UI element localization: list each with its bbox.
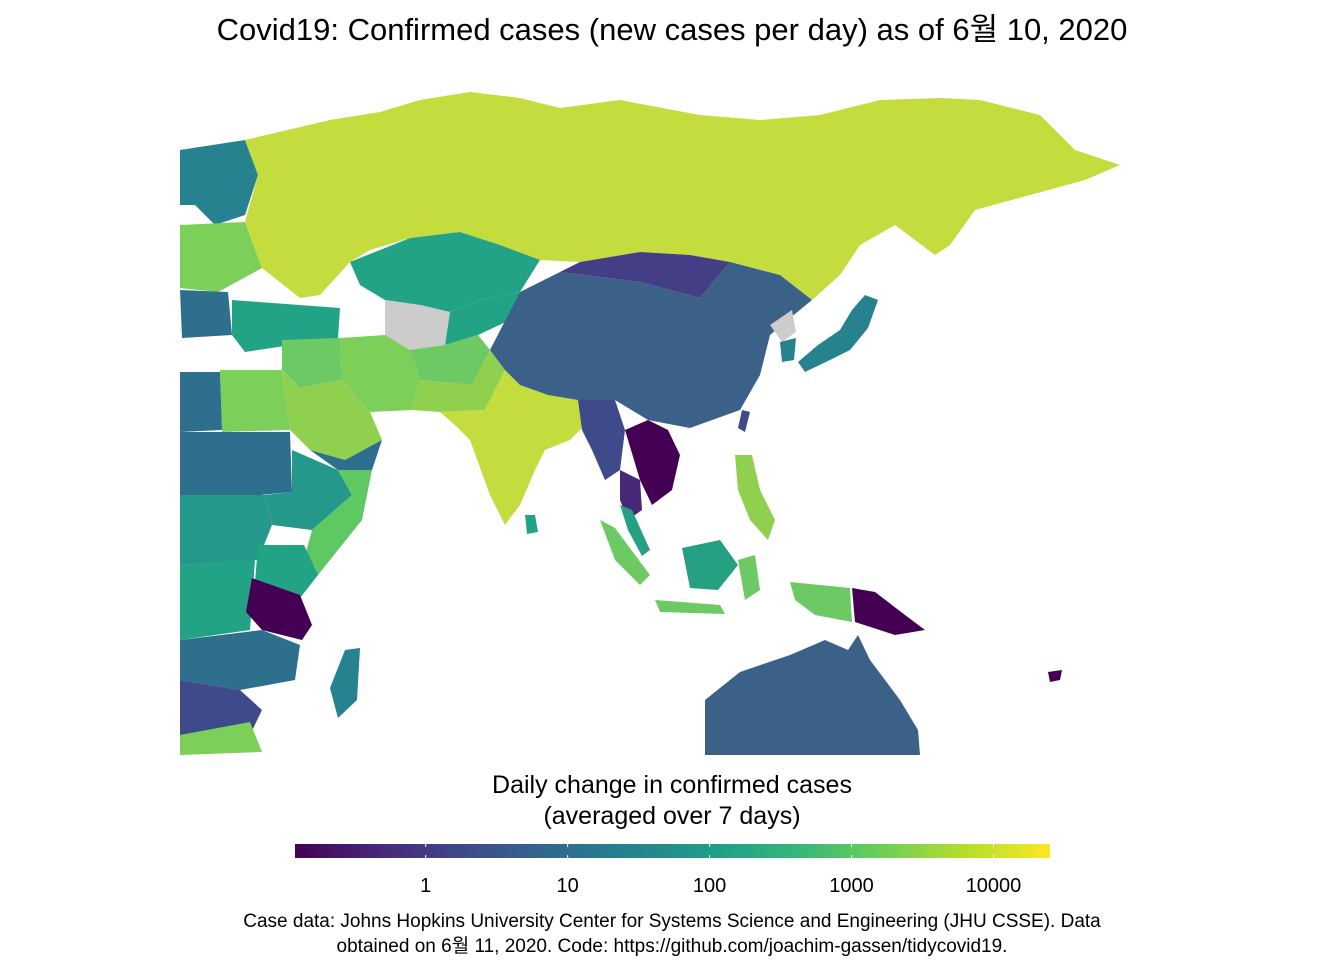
region-somalia bbox=[304, 470, 372, 575]
region-india bbox=[440, 370, 590, 525]
legend-tick-label: 10000 bbox=[965, 875, 1022, 897]
region-taiwan bbox=[738, 410, 750, 432]
region-kazakhstan bbox=[350, 232, 540, 312]
region-north-korea bbox=[770, 310, 796, 342]
region-scandinavia bbox=[180, 140, 258, 225]
region-sri-lanka bbox=[525, 515, 538, 534]
region-fiji bbox=[1048, 670, 1062, 682]
legend-colorbar bbox=[295, 844, 1050, 858]
legend-gradient-rect bbox=[295, 844, 1050, 858]
region-pakistan bbox=[412, 350, 505, 412]
region-madagascar bbox=[330, 648, 360, 718]
region-ethiopia bbox=[265, 450, 352, 530]
region-baltic bbox=[180, 222, 262, 292]
legend-tick-label: 1 bbox=[420, 875, 432, 897]
region-sudan bbox=[180, 432, 292, 500]
region-iran bbox=[340, 335, 420, 412]
region-eastern-indonesia bbox=[790, 582, 852, 622]
legend-title-line1: Daily change in confirmed cases bbox=[492, 771, 852, 799]
region-balkans bbox=[180, 290, 232, 338]
region-papua-new-guinea bbox=[852, 588, 925, 635]
region-malay-peninsula bbox=[620, 505, 650, 556]
region-china bbox=[490, 262, 812, 428]
region-turkmenistan bbox=[385, 300, 450, 350]
region-borneo bbox=[682, 540, 738, 590]
region-tanzania bbox=[246, 578, 312, 640]
legend-title: Daily change in confirmed cases (average… bbox=[372, 770, 972, 832]
region-mongolia bbox=[560, 252, 730, 298]
caption-line2: obtained on 6월 11, 2020. Code: https://g… bbox=[336, 936, 1008, 957]
region-uzbekistan bbox=[445, 292, 520, 345]
region-yemen bbox=[310, 440, 382, 470]
region-sulawesi bbox=[738, 555, 760, 600]
region-congo bbox=[180, 560, 255, 640]
caption-line1: Case data: Johns Hopkins University Cent… bbox=[243, 911, 1101, 932]
region-libya-west bbox=[180, 372, 222, 432]
region-afghanistan bbox=[410, 335, 490, 385]
region-australia bbox=[705, 635, 920, 755]
region-myanmar bbox=[578, 400, 625, 480]
region-south-korea bbox=[780, 338, 796, 362]
region-egypt bbox=[220, 370, 290, 432]
region-philippines bbox=[735, 455, 775, 540]
caption: Case data: Johns Hopkins University Cent… bbox=[122, 909, 1222, 959]
region-saudi-arabia bbox=[282, 370, 382, 460]
legend-tick-label: 10 bbox=[556, 875, 579, 897]
region-south-africa bbox=[180, 722, 262, 755]
region-japan bbox=[798, 295, 878, 372]
page-title: Covid19: Confirmed cases (new cases per … bbox=[216, 12, 1128, 47]
region-sumatra bbox=[600, 520, 650, 585]
region-iraq bbox=[282, 338, 342, 388]
region-laos-vietnam bbox=[625, 420, 680, 505]
region-central-africa bbox=[180, 495, 272, 565]
legend-tick-label: 100 bbox=[692, 875, 727, 897]
region-zambia bbox=[180, 630, 300, 690]
region-russia bbox=[245, 92, 1120, 300]
legend-tick-label: 1000 bbox=[829, 875, 874, 897]
legend-title-line2: (averaged over 7 days) bbox=[543, 802, 801, 830]
region-java bbox=[655, 600, 725, 614]
